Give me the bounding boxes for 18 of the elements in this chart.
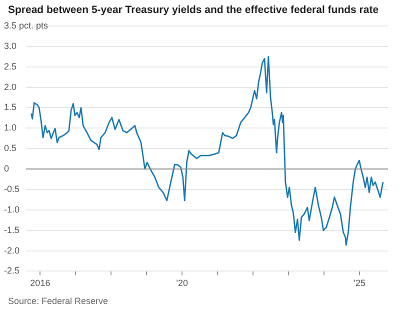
y-tick-label: 0.5 [4, 143, 17, 154]
y-tick-label: -2.0 [4, 245, 20, 256]
x-tick-label: '20 [176, 278, 188, 288]
y-tick-label: 1.5 [4, 102, 17, 112]
chart-title: Spread between 5-year Treasury yields and the effective federal funds rate [8, 4, 379, 16]
source-note: Source: Federal Reserve [8, 296, 108, 306]
y-tick-label: 3.0 [4, 40, 17, 51]
y-tick-label: -1.5 [4, 224, 20, 235]
y-tick-label: 3.5 pct. pts [4, 20, 49, 30]
y-tick-label: -0.5 [4, 184, 20, 194]
y-tick-label: 2.5 [4, 61, 17, 72]
y-tick-label: -1.0 [4, 204, 20, 214]
y-tick-label: 1.0 [4, 122, 17, 133]
y-tick-label: 0 [4, 164, 10, 174]
y-tick-label: 2.0 [4, 82, 17, 92]
x-tick-label: 2016 [30, 278, 50, 288]
x-tick-label: '25 [354, 278, 366, 288]
y-tick-label: -2.5 [4, 266, 20, 276]
